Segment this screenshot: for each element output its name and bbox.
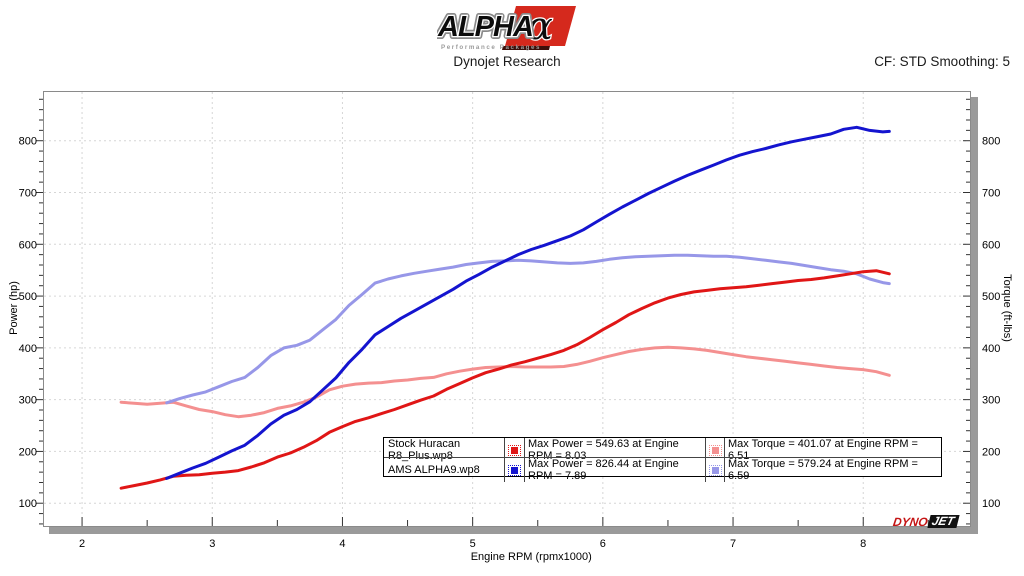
correction-smoothing-setting: CF: STD Smoothing: 5 bbox=[874, 54, 1010, 69]
y-axis-label-left-800: 800 bbox=[19, 136, 37, 148]
legend-run-name-ams: AMS ALPHA9.wp8 bbox=[384, 457, 505, 482]
x-axis-label-2: 2 bbox=[79, 538, 85, 550]
y-axis-label-right-600: 600 bbox=[982, 239, 1000, 251]
y-axis-label-right-100: 100 bbox=[982, 498, 1000, 510]
x-axis-title: Engine RPM (rpmx1000) bbox=[471, 551, 592, 563]
y-axis-label-right-800: 800 bbox=[982, 136, 1000, 148]
power-swatch-stock bbox=[508, 444, 521, 456]
x-axis-label-5: 5 bbox=[470, 538, 476, 550]
dynojet-watermark-dyno: DYNO bbox=[892, 514, 929, 529]
legend-max-torque-stock: Max Torque = 401.07 at Engine RPM = 6.51 bbox=[728, 438, 918, 462]
power-swatch-ams bbox=[508, 464, 521, 476]
y-axis-label-right-300: 300 bbox=[982, 395, 1000, 407]
x-axis-label-7: 7 bbox=[730, 538, 736, 550]
alpha-logo: α ALPHA ALPHA Performance Packages bbox=[434, 3, 578, 51]
alpha-wordmark-outline: ALPHA bbox=[437, 11, 533, 43]
legend-max-power-ams: Max Power = 826.44 at Engine RPM = 7.89 bbox=[525, 457, 706, 482]
alpha-symbol: α bbox=[527, 5, 553, 48]
x-axis-label-6: 6 bbox=[600, 538, 606, 550]
alpha-logo-underbar bbox=[502, 46, 550, 50]
legend-max-torque-ams: Max Torque = 579.24 at Engine RPM = 6.59 bbox=[725, 457, 941, 482]
x-axis-label-4: 4 bbox=[339, 538, 345, 550]
x-axis-label-3: 3 bbox=[209, 538, 215, 550]
plot-shadow-bottom bbox=[49, 527, 978, 534]
y-axis-label-left-100: 100 bbox=[19, 498, 37, 510]
y-axis-label-right-200: 200 bbox=[982, 446, 1000, 458]
y-axis-label-left-200: 200 bbox=[19, 446, 37, 458]
legend-row-ams: AMS ALPHA9.wp8 Max Power = 826.44 at Eng… bbox=[384, 457, 941, 482]
plot-shadow-right bbox=[971, 97, 978, 534]
y-axis-label-left-300: 300 bbox=[19, 395, 37, 407]
y-axis-label-left-500: 500 bbox=[19, 291, 37, 303]
torque-swatch-ams bbox=[708, 464, 722, 476]
y-axis-label-right-700: 700 bbox=[982, 188, 1000, 200]
y-axis-label-right-400: 400 bbox=[982, 343, 1000, 355]
stock-torque-curve bbox=[119, 345, 891, 419]
y-axis-title-power: Power (hp) bbox=[8, 281, 20, 335]
torque-swatch-stock bbox=[708, 444, 722, 456]
alpha-tagline: Performance Packages bbox=[441, 44, 541, 51]
alpha-wordmark: ALPHA bbox=[437, 11, 533, 43]
y-axis-title-torque: Torque (ft-lbs) bbox=[1001, 274, 1013, 342]
y-axis-label-left-700: 700 bbox=[19, 188, 37, 200]
legend-max-power-stock: Max Power = 549.63 at Engine RPM = 8.03 bbox=[525, 438, 706, 462]
alpha-logo-parallelogram bbox=[505, 6, 576, 46]
dynojet-watermark: DYNO JET bbox=[892, 514, 960, 529]
x-axis-label-8: 8 bbox=[860, 538, 866, 550]
plot-border bbox=[43, 91, 971, 527]
legend-run-name-stock: Stock Huracan R8_Plus.wp8 bbox=[384, 438, 505, 462]
ams-power-curve bbox=[165, 125, 891, 480]
alpha-logo-svg: α ALPHA ALPHA Performance Packages bbox=[434, 3, 576, 51]
y-axis-label-left-400: 400 bbox=[19, 343, 37, 355]
dynojet-research-title: Dynojet Research bbox=[453, 54, 561, 69]
y-axis-label-left-600: 600 bbox=[19, 239, 37, 251]
chart-legend: Stock Huracan R8_Plus.wp8 Max Power = 54… bbox=[383, 437, 942, 482]
ams-torque-curve bbox=[165, 253, 891, 405]
dynojet-watermark-jet: JET bbox=[927, 514, 960, 528]
y-axis-label-right-500: 500 bbox=[982, 291, 1000, 303]
legend-row-stock: Stock Huracan R8_Plus.wp8 Max Power = 54… bbox=[384, 438, 941, 462]
stock-power-curve bbox=[119, 269, 891, 490]
